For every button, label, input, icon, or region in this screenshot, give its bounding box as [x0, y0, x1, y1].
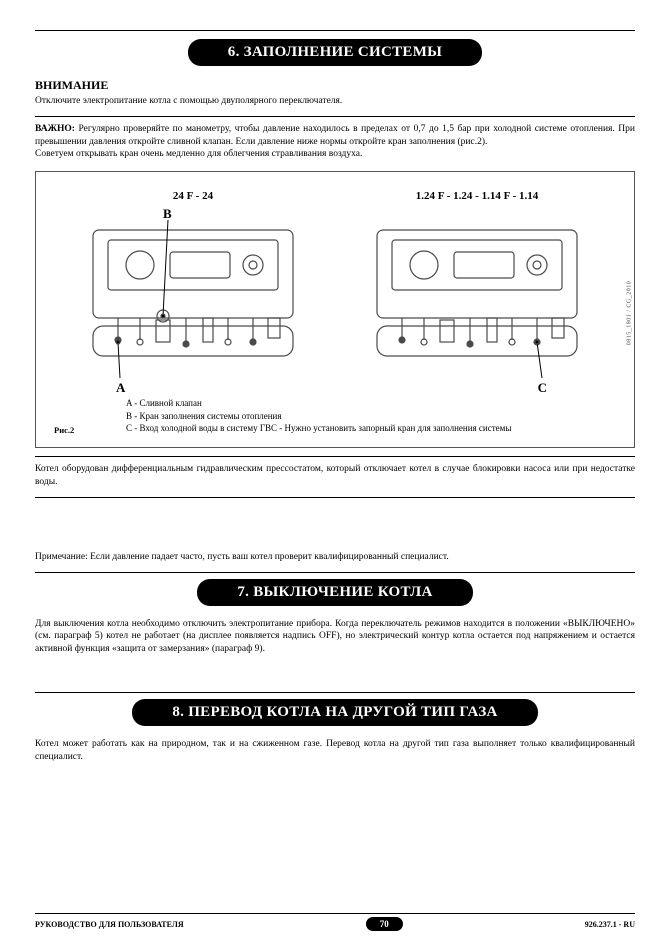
- top-rule: [35, 30, 635, 31]
- page-number: 70: [366, 917, 403, 931]
- divider-4: [35, 572, 635, 573]
- section-8-text: Котел может работать как на природном, т…: [35, 738, 635, 764]
- section-6-header: 6. ЗАПОЛНЕНИЕ СИСТЕМЫ: [35, 39, 635, 66]
- section-8-title: 8. ПЕРЕВОД КОТЛА НА ДРУГОЙ ТИП ГАЗА: [132, 699, 537, 726]
- figure-left-title: 24 F - 24: [66, 190, 320, 202]
- boiler-diagram-right: C: [362, 208, 592, 383]
- figure-legend: A - Сливной клапан B - Кран заполнения с…: [126, 397, 604, 435]
- legend-c: C - Вход холодной воды в систему ГВС - Н…: [126, 422, 604, 435]
- legend-b: B - Кран заполнения системы отопления: [126, 410, 604, 423]
- important-paragraph: ВАЖНО: Регулярно проверяйте по манометру…: [35, 123, 635, 161]
- footer-left: РУКОВОДСТВО ДЛЯ ПОЛЬЗОВАТЕЛЯ: [35, 920, 184, 929]
- divider-5: [35, 692, 635, 693]
- figure-left-col: 24 F - 24 B A: [66, 190, 320, 383]
- important-label: ВАЖНО:: [35, 124, 75, 134]
- section-6-title: 6. ЗАПОЛНЕНИЕ СИСТЕМЫ: [188, 39, 482, 66]
- divider-3: [35, 497, 635, 498]
- footer-rule: [35, 913, 635, 914]
- divider-2: [35, 456, 635, 457]
- callout-c: C: [538, 380, 547, 396]
- callout-b: B: [163, 206, 172, 222]
- divider-1: [35, 116, 635, 117]
- page-footer: РУКОВОДСТВО ДЛЯ ПОЛЬЗОВАТЕЛЯ 70 926.237.…: [35, 913, 635, 931]
- attention-text: Отключите электропитание котла с помощью…: [35, 95, 635, 108]
- footer-row: РУКОВОДСТВО ДЛЯ ПОЛЬЗОВАТЕЛЯ 70 926.237.…: [35, 917, 635, 931]
- attention-heading: ВНИМАНИЕ: [35, 78, 635, 93]
- note-line: Примечание: Если давление падает часто, …: [35, 552, 635, 562]
- section-7-header: 7. ВЫКЛЮЧЕНИЕ КОТЛА: [35, 579, 635, 606]
- section-7-title: 7. ВЫКЛЮЧЕНИЕ КОТЛА: [197, 579, 472, 606]
- figure-label: Рис.2: [54, 425, 74, 435]
- figure-right-title: 1.24 F - 1.24 - 1.14 F - 1.14: [350, 190, 604, 202]
- boiler-diagram-left: B A: [78, 208, 308, 383]
- boiler-svg-right: [362, 208, 592, 383]
- important-text-2: Советуем открывать кран очень медленно д…: [35, 149, 362, 159]
- legend-a: A - Сливной клапан: [126, 397, 604, 410]
- figure-2-box: 0815_1801 / CG_2010 24 F - 24 B A: [35, 171, 635, 448]
- figure-side-code: 0815_1801 / CG_2010: [627, 280, 633, 345]
- important-text: Регулярно проверяйте по манометру, чтобы…: [35, 124, 635, 147]
- after-figure-text: Котел оборудован дифференциальным гидрав…: [35, 463, 635, 489]
- callout-a: A: [116, 380, 125, 396]
- note-label: Примечание:: [35, 552, 88, 562]
- section-7-text: Для выключения котла необходимо отключит…: [35, 618, 635, 656]
- section-8-header: 8. ПЕРЕВОД КОТЛА НА ДРУГОЙ ТИП ГАЗА: [35, 699, 635, 726]
- boiler-svg-left: [78, 208, 308, 383]
- footer-right: 926.237.1 - RU: [585, 920, 635, 929]
- note-text: Если давление падает часто, пусть ваш ко…: [88, 552, 449, 562]
- figure-right-col: 1.24 F - 1.24 - 1.14 F - 1.14 C: [350, 190, 604, 383]
- figure-row: 24 F - 24 B A: [66, 190, 604, 383]
